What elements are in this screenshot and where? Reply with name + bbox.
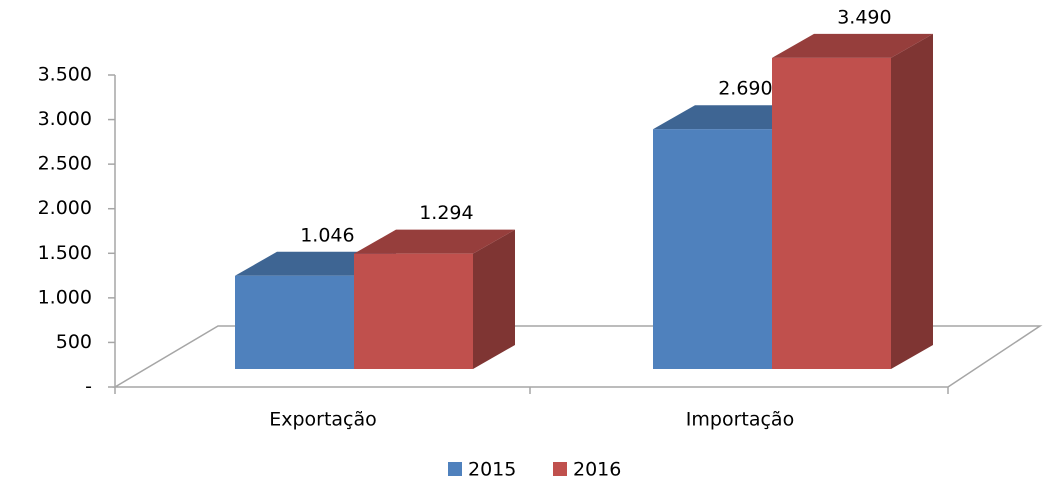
bar-side — [473, 229, 515, 369]
legend-swatch — [448, 462, 462, 476]
y-tick-label: 2.500 — [38, 153, 92, 175]
bar — [354, 253, 473, 369]
y-tick-label: 2.000 — [38, 197, 92, 219]
y-tick-label: 1.500 — [38, 242, 92, 264]
x-tick-label: Importação — [686, 409, 794, 431]
data-label: 1.294 — [419, 202, 473, 224]
legend-label: 2016 — [573, 459, 621, 481]
floor — [112, 325, 1043, 388]
data-label: 1.046 — [300, 224, 354, 246]
bar-top — [354, 229, 515, 254]
data-label: 2.690 — [718, 78, 772, 100]
bar-top — [772, 33, 933, 58]
legend-label: 2015 — [468, 459, 516, 481]
bar — [653, 129, 772, 369]
y-tick-label: 500 — [56, 331, 92, 353]
y-tick-label: - — [85, 376, 92, 398]
bar — [772, 57, 891, 370]
bar — [235, 275, 354, 369]
x-tick-label: Exportação — [269, 409, 377, 431]
legend-swatch — [553, 462, 567, 476]
y-tick-label: 3.000 — [38, 108, 92, 130]
data-label: 3.490 — [837, 6, 891, 28]
bar-side — [891, 33, 933, 370]
y-tick-label: 1.000 — [38, 286, 92, 308]
y-tick-label: 3.500 — [38, 64, 92, 86]
